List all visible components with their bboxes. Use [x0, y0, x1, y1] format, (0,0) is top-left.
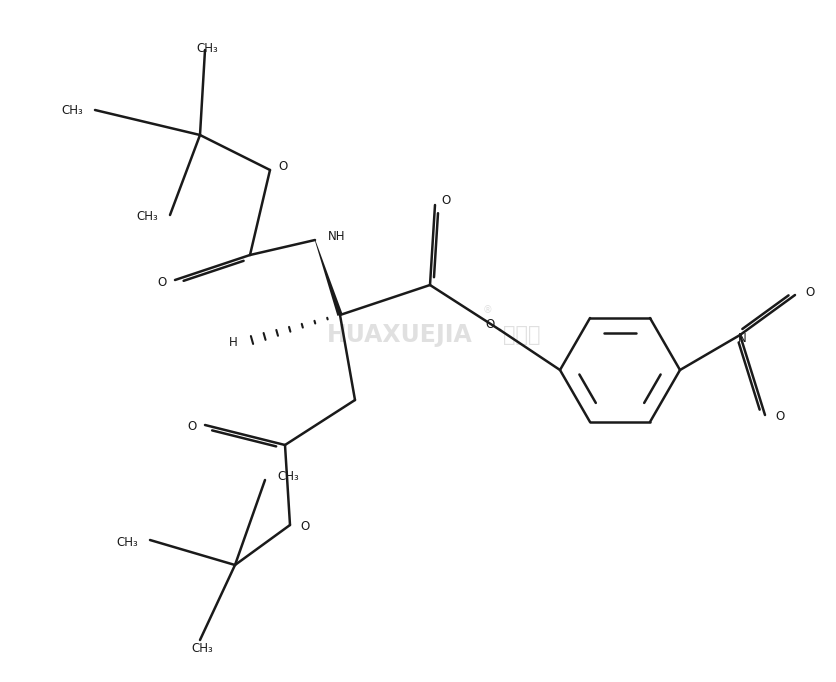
Text: O: O — [158, 276, 167, 289]
Text: 化学加: 化学加 — [503, 325, 541, 345]
Text: N: N — [737, 331, 747, 344]
Text: O: O — [278, 160, 288, 173]
Text: O: O — [441, 194, 451, 207]
Text: H: H — [229, 336, 238, 349]
Text: CH₃: CH₃ — [116, 535, 138, 548]
Text: O: O — [805, 286, 814, 299]
Text: CH₃: CH₃ — [277, 469, 298, 482]
Text: O: O — [775, 411, 784, 424]
Text: CH₃: CH₃ — [196, 42, 218, 55]
Text: O: O — [188, 421, 197, 434]
Text: CH₃: CH₃ — [136, 211, 158, 224]
Text: HUAXUEJIA: HUAXUEJIA — [327, 323, 473, 347]
Text: CH₃: CH₃ — [61, 104, 83, 117]
Text: CH₃: CH₃ — [191, 642, 213, 655]
Polygon shape — [314, 240, 343, 316]
Text: ®: ® — [482, 305, 492, 315]
Text: O: O — [300, 520, 309, 533]
Text: O: O — [486, 318, 495, 331]
Text: NH: NH — [328, 231, 345, 243]
